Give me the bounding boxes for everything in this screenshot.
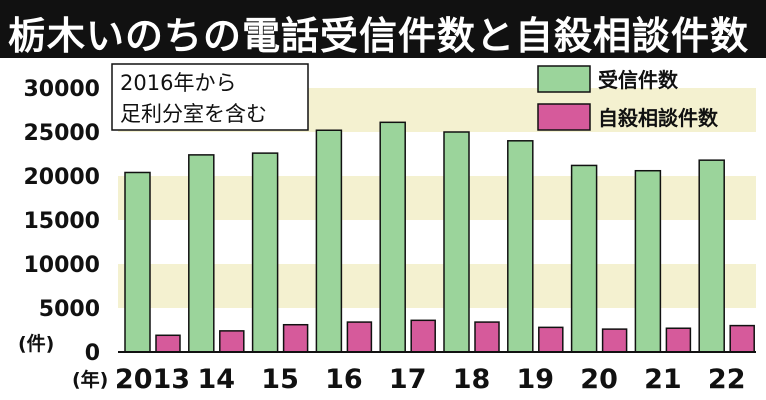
annotation-line-2: 足利分室を含む	[120, 102, 267, 126]
bar-suicide-2013	[155, 334, 181, 353]
y-tick-label: 15000	[23, 209, 100, 234]
bar-received-21	[634, 169, 662, 353]
y-tick-label: 0	[85, 341, 100, 366]
bar-suicide-16	[346, 321, 373, 353]
legend-swatch	[537, 65, 591, 93]
bar-suicide-14	[219, 330, 245, 353]
bar-received-16	[315, 129, 343, 353]
x-axis-ticks: 2013 14 15 16 17 18 19 20 21 22	[115, 364, 746, 395]
bar-received-15	[251, 152, 279, 353]
x-tick-label: 21	[644, 364, 682, 395]
legend-label: 受信件数	[598, 68, 679, 92]
title-bar: 栃木いのちの電話受信件数と自殺相談件数	[0, 0, 766, 58]
bar-suicide-17	[410, 319, 436, 353]
x-tick-label: 14	[198, 364, 236, 395]
bar-suicide-21	[665, 327, 692, 353]
annotation-box	[111, 63, 309, 131]
x-tick-label: 19	[517, 364, 555, 395]
y-unit-label: (件)	[18, 332, 54, 355]
x-tick-label: 22	[708, 364, 746, 395]
annotation: 2016年から 足利分室を含む	[111, 63, 309, 131]
x-tick-label: 18	[453, 364, 491, 395]
x-tick-label: 15	[261, 364, 299, 395]
bar-suicide-22	[729, 324, 755, 353]
legend-swatch	[537, 103, 591, 131]
chart-title: 栃木いのちの電話受信件数と自殺相談件数	[8, 14, 750, 58]
y-tick-label: 10000	[23, 253, 100, 278]
x-tick-label: 16	[325, 364, 363, 395]
y-tick-label: 30000	[23, 77, 100, 102]
bar-received-17	[379, 121, 406, 353]
bar-received-22	[698, 159, 725, 353]
y-axis-ticks: 0 5000 10000 15000 20000 25000 30000	[23, 77, 100, 366]
bars	[124, 121, 755, 353]
y-tick-label: 5000	[39, 297, 100, 322]
bar-suicide-15	[282, 323, 309, 353]
bar-suicide-18	[474, 321, 500, 353]
legend-label: 自殺相談件数	[598, 106, 719, 130]
bar-suicide-20	[601, 328, 628, 353]
x-tick-label: 20	[580, 364, 618, 395]
x-tick-label: 17	[389, 364, 427, 395]
y-tick-label: 25000	[23, 121, 100, 146]
annotation-line-1: 2016年から	[120, 71, 236, 95]
x-tick-label: 2013	[115, 364, 190, 395]
y-tick-label: 20000	[23, 165, 100, 190]
bar-suicide-19	[538, 326, 564, 353]
x-unit-label: (年)	[72, 368, 108, 391]
bar-received-14	[188, 154, 215, 353]
bar-received-19	[507, 140, 534, 353]
bar-received-20	[570, 164, 598, 353]
bar-received-18	[443, 131, 470, 353]
bar-received-2013	[124, 171, 151, 353]
